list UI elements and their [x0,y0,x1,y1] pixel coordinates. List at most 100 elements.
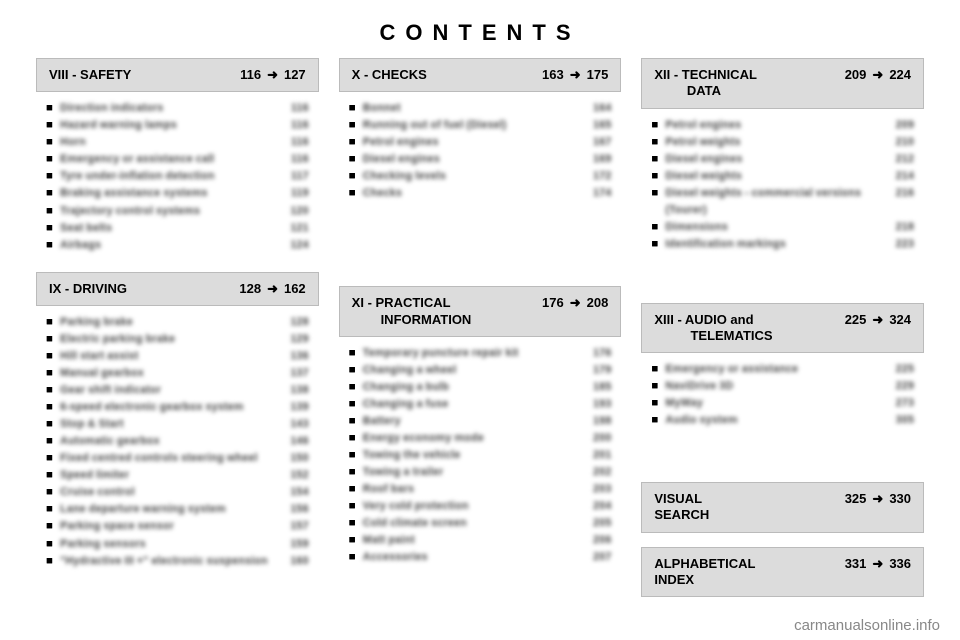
item-label: Dimensions [665,219,880,236]
item-page: 205 [577,515,611,532]
item-page: 212 [880,151,914,168]
list-item: ■Changing a fuse193 [349,396,612,413]
section-title: XII - TECHNICAL DATA [654,67,757,100]
arrow-icon: ➜ [872,67,883,83]
item-page: 157 [275,518,309,535]
item-page: 119 [275,185,309,202]
section-title: ALPHABETICAL INDEX [654,556,755,589]
bullet-icon: ■ [349,447,363,464]
range-to: 330 [889,491,911,506]
item-page: 117 [275,168,309,185]
range-to: 175 [587,67,609,82]
item-label: 6-speed electronic gearbox system [60,399,275,416]
item-label: Braking assistance systems [60,185,275,202]
item-label: Roof bars [363,481,578,498]
page-title: CONTENTS [0,0,960,58]
item-label: Changing a fuse [363,396,578,413]
item-page: 160 [275,553,309,570]
bullet-icon: ■ [46,348,60,365]
list-item: ■Checks174 [349,185,612,202]
arrow-icon: ➜ [267,281,278,297]
section-x: X - CHECKS 163 ➜ 175 ■Bonnet164■Running … [339,58,622,272]
range-to: 208 [587,295,609,310]
bullet-icon: ■ [46,553,60,570]
item-page: 204 [577,498,611,515]
item-label: Stop & Start [60,416,275,433]
item-page: 185 [577,379,611,396]
list-item: ■Parking space sensor157 [46,518,309,535]
list-item: ■Stop & Start143 [46,416,309,433]
bullet-icon: ■ [349,532,363,549]
columns: VIII - SAFETY 116 ➜ 127 ■Direction indic… [0,58,960,597]
list-item: ■Cold climate screen205 [349,515,612,532]
item-label: Petrol engines [665,117,880,134]
item-page: 223 [880,236,914,253]
item-page: 143 [275,416,309,433]
list-item: ■6-speed electronic gearbox system139 [46,399,309,416]
item-label: Automatic gearbox [60,433,275,450]
bullet-icon: ■ [46,220,60,237]
list-item: ■Manual gearbox137 [46,365,309,382]
section-title: VIII - SAFETY [49,67,131,83]
item-label: Gear shift indicator [60,382,275,399]
item-page: 207 [577,549,611,566]
watermark: carmanualsonline.info [794,617,940,634]
item-label: Speed limiter [60,467,275,484]
item-label: Horn [60,134,275,151]
item-label: Checks [363,185,578,202]
item-page: 167 [577,134,611,151]
list-item: ■Airbags124 [46,237,309,254]
bullet-icon: ■ [46,237,60,254]
item-page: 209 [880,117,914,134]
list-item: ■Parking brake128 [46,314,309,331]
item-page: 121 [275,220,309,237]
item-page: 139 [275,399,309,416]
item-label: "Hydractive III +" electronic suspension [60,553,275,570]
range-from: 209 [845,67,867,82]
item-label: Emergency or assistance call [60,151,275,168]
list-item: ■Identification markings223 [651,236,914,253]
list-item: ■Diesel engines212 [651,151,914,168]
item-label: Petrol weights [665,134,880,151]
section-header-visual: VISUAL SEARCH 325 ➜ 330 [641,482,924,533]
bullet-icon: ■ [46,433,60,450]
list-item: ■Emergency or assistance call116 [46,151,309,168]
item-page: 174 [577,185,611,202]
item-page: 179 [577,362,611,379]
item-label: Identification markings [665,236,880,253]
range-to: 324 [889,312,911,327]
item-page: 201 [577,447,611,464]
item-page: 165 [577,117,611,134]
item-label: MyWay [665,395,880,412]
bullet-icon: ■ [46,536,60,553]
item-label: Bonnet [363,100,578,117]
section-items-ix: ■Parking brake128■Electric parking brake… [36,306,319,574]
list-item: ■Very cold protection204 [349,498,612,515]
item-label: Towing a trailer [363,464,578,481]
section-header-x: X - CHECKS 163 ➜ 175 [339,58,622,92]
arrow-icon: ➜ [267,67,278,83]
item-label: NaviDrive 3D [665,378,880,395]
range-from: 163 [542,67,564,82]
bullet-icon: ■ [46,484,60,501]
item-label: Energy economy mode [363,430,578,447]
item-label: Airbags [60,237,275,254]
bullet-icon: ■ [46,416,60,433]
section-header-xiii: XIII - AUDIO and TELEMATICS 225 ➜ 324 [641,303,924,354]
bullet-icon: ■ [46,331,60,348]
item-label: Running out of fuel (Diesel) [363,117,578,134]
item-page: 218 [880,219,914,236]
list-item: ■Towing the vehicle201 [349,447,612,464]
list-item: ■Diesel weights214 [651,168,914,185]
item-label: Very cold protection [363,498,578,515]
bullet-icon: ■ [46,151,60,168]
list-item: ■Diesel engines169 [349,151,612,168]
bullet-icon: ■ [349,151,363,168]
bullet-icon: ■ [349,379,363,396]
section-xii: XII - TECHNICAL DATA 209 ➜ 224 ■Petrol e… [641,58,924,289]
item-page: 116 [275,151,309,168]
bullet-icon: ■ [651,219,665,236]
item-page: 136 [275,348,309,365]
list-item: ■Audio system305 [651,412,914,429]
column-1: VIII - SAFETY 116 ➜ 127 ■Direction indic… [36,58,319,597]
